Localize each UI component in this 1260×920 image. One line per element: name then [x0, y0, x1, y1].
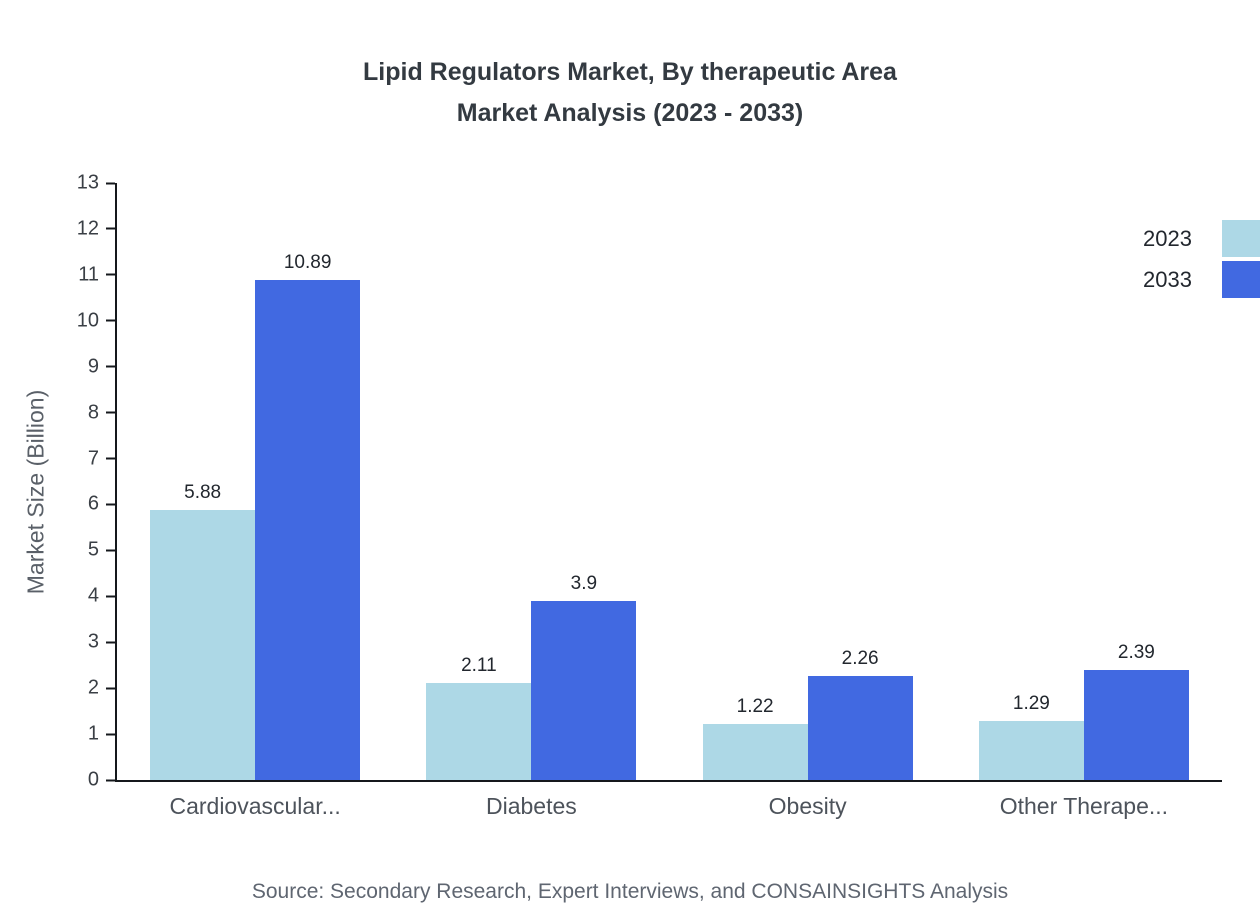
- y-tick-mark: [106, 182, 115, 184]
- y-tick-mark: [106, 365, 115, 368]
- y-tick-5: 5: [29, 539, 115, 562]
- legend-item: 2023: [1143, 219, 1260, 258]
- value-label: 1.29: [1012, 692, 1050, 714]
- y-tick-label: 0: [87, 768, 99, 791]
- value-label: 10.89: [283, 251, 332, 273]
- legend-item: 2033: [1143, 260, 1260, 299]
- value-label: 1.22: [736, 695, 774, 717]
- value-label: 3.9: [570, 572, 598, 594]
- y-tick-label: 2: [87, 676, 99, 699]
- bar-column: 2.39: [1083, 183, 1189, 780]
- y-tick-label: 10: [76, 309, 99, 332]
- category-label: Diabetes: [485, 793, 577, 819]
- y-tick-label: 13: [76, 171, 99, 194]
- source-note: Source: Secondary Research, Expert Inter…: [251, 880, 1009, 903]
- bar-2023: [150, 509, 256, 780]
- bar-2033: [255, 279, 361, 780]
- y-tick-mark: [106, 273, 115, 276]
- y-tick-4: 4: [29, 585, 115, 608]
- y-tick-mark: [106, 779, 115, 781]
- bar-column: 1.22: [702, 183, 808, 780]
- y-tick-label: 6: [87, 492, 99, 515]
- y-tick-13: 13: [29, 172, 115, 195]
- bar-2033: [531, 600, 637, 780]
- bar-column: 5.88: [150, 183, 256, 780]
- bar-column: 1.29: [978, 183, 1084, 780]
- y-tick-label: 3: [87, 630, 99, 653]
- y-tick-mark: [106, 687, 115, 690]
- y-tick-label: 5: [87, 538, 99, 561]
- bar-2023: [426, 683, 532, 780]
- legend-swatch: [1222, 220, 1260, 257]
- category-label: Cardiovascular...: [169, 793, 341, 819]
- y-tick-3: 3: [29, 631, 115, 654]
- legend: 2023 2033: [1143, 219, 1260, 299]
- y-tick-mark: [106, 411, 115, 414]
- bar-2033: [807, 676, 913, 780]
- value-label: 2.26: [841, 648, 879, 670]
- bar-column: 3.9: [531, 183, 637, 780]
- plot-area: 0 1 2 3 4 5 6 7 8 9 10 11 12 13 5.88 10.89 Cardiovascul…: [77, 172, 1222, 819]
- value-label: 2.39: [1117, 642, 1155, 664]
- legend-label: 2033: [1143, 266, 1192, 292]
- bar-column: 2.26: [807, 183, 913, 780]
- y-tick-1: 1: [29, 723, 115, 746]
- value-label: 5.88: [184, 481, 222, 503]
- y-tick-0: 0: [29, 769, 115, 792]
- bar-group: 1.22 2.26 Obesity: [702, 183, 913, 819]
- y-tick-mark: [106, 733, 115, 736]
- bar-2023: [978, 720, 1084, 780]
- y-tick-9: 9: [29, 355, 115, 378]
- y-tick-10: 10: [29, 309, 115, 332]
- y-tick-mark: [106, 641, 115, 644]
- category-label: Other Therape...: [999, 793, 1169, 819]
- y-tick-label: 7: [87, 447, 99, 470]
- y-tick-mark: [106, 457, 115, 460]
- y-tick-mark: [106, 595, 115, 598]
- y-tick-label: 8: [87, 401, 99, 424]
- bar-2023: [702, 723, 808, 780]
- y-tick-2: 2: [29, 677, 115, 700]
- y-tick-8: 8: [29, 401, 115, 424]
- bar-column: 10.89: [255, 183, 361, 780]
- y-tick-mark: [106, 227, 115, 230]
- value-label: 2.11: [461, 655, 497, 677]
- category-label: Obesity: [768, 793, 847, 819]
- legend-swatch: [1222, 261, 1260, 298]
- chart-title-line1: Lipid Regulators Market, By therapeutic …: [363, 58, 897, 86]
- bar-group: 2.11 3.9 Diabetes: [426, 183, 637, 819]
- y-tick-label: 1: [87, 722, 99, 745]
- bar-group: 1.29 2.39 Other Therape...: [978, 183, 1189, 819]
- bar-group: 5.88 10.89 Cardiovascular...: [150, 183, 361, 819]
- bar-2033: [1083, 670, 1189, 780]
- y-tick-label: 9: [87, 355, 99, 378]
- chart-title-line2: Market Analysis (2023 - 2033): [456, 99, 804, 127]
- y-tick-mark: [106, 503, 115, 506]
- y-tick-11: 11: [29, 263, 115, 286]
- y-tick-label: 11: [78, 263, 99, 286]
- legend-label: 2023: [1143, 225, 1192, 251]
- y-tick-label: 12: [76, 217, 99, 240]
- y-tick-label: 4: [87, 584, 99, 607]
- bar-column: 2.11: [426, 183, 532, 780]
- y-tick-mark: [106, 549, 115, 552]
- chart-title: Lipid Regulators Market, By therapeutic …: [0, 52, 1260, 134]
- y-tick-12: 12: [29, 217, 115, 240]
- y-tick-7: 7: [29, 447, 115, 470]
- y-tick-6: 6: [29, 493, 115, 516]
- bar-groups: 5.88 10.89 Cardiovascular... 2.11 3.9 Diabete…: [117, 183, 1222, 819]
- y-tick-mark: [106, 319, 115, 322]
